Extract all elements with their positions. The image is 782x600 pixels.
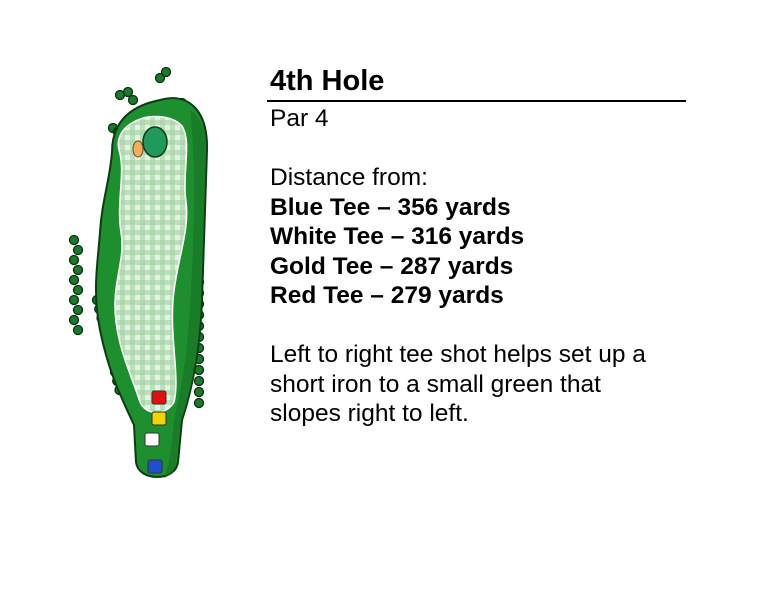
tee-distance-blue: Blue Tee – 356 yards — [270, 193, 511, 221]
tree-icon — [72, 324, 84, 336]
tree-icon — [193, 397, 205, 409]
tee-marker-blue — [147, 459, 163, 474]
tree-icon — [154, 72, 166, 84]
title-divider — [267, 100, 686, 102]
tee-marker-white — [144, 432, 160, 447]
tree-icon — [68, 274, 80, 286]
tree-icon — [72, 264, 84, 276]
description-line: short iron to a small green that — [270, 370, 601, 398]
tree-icon — [72, 284, 84, 296]
hole-map — [68, 66, 209, 478]
bunker — [132, 140, 144, 158]
tee-distance-white: White Tee – 316 yards — [270, 223, 525, 250]
tree-icon — [68, 234, 80, 246]
description-line: slopes right to left. — [270, 400, 469, 427]
tee-distance-gold: Gold Tee – 287 yards — [270, 252, 514, 280]
tree-icon — [127, 94, 139, 106]
tree-icon — [193, 386, 205, 398]
description-line: Left to right tee shot helps set up a — [270, 341, 646, 368]
tree-icon — [160, 66, 172, 78]
tree-icon — [68, 254, 80, 266]
tree-icon — [72, 304, 84, 316]
tee-marker-gold — [151, 411, 167, 426]
par-label: Par 4 — [270, 105, 329, 132]
tee-distance-red: Red Tee – 279 yards — [270, 282, 504, 309]
hole-title: 4th Hole — [270, 65, 385, 97]
tree-icon — [68, 294, 80, 306]
rough-shade — [164, 110, 207, 478]
tree-icon — [72, 244, 84, 256]
putting-green — [142, 126, 168, 158]
tee-marker-red — [151, 390, 167, 405]
tree-icon — [68, 314, 80, 326]
tree-icon — [193, 375, 205, 387]
tree-icon — [122, 86, 134, 98]
distance-heading: Distance from: — [270, 164, 428, 191]
